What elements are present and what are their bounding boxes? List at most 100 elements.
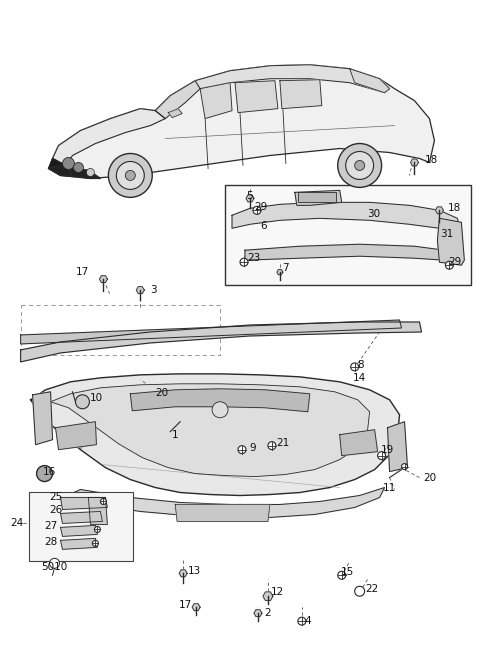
- Text: 4: 4: [304, 616, 311, 626]
- Polygon shape: [50, 384, 370, 477]
- Polygon shape: [60, 512, 102, 523]
- Text: 7: 7: [283, 263, 289, 273]
- Text: 8: 8: [357, 360, 364, 370]
- Polygon shape: [31, 374, 399, 495]
- Polygon shape: [52, 109, 165, 165]
- Text: 16: 16: [43, 467, 56, 477]
- Polygon shape: [60, 525, 97, 536]
- Polygon shape: [192, 603, 200, 611]
- Polygon shape: [195, 64, 390, 92]
- Polygon shape: [437, 218, 464, 265]
- Circle shape: [49, 559, 60, 568]
- Circle shape: [445, 261, 454, 269]
- Circle shape: [240, 258, 248, 266]
- Circle shape: [36, 465, 52, 482]
- Text: 28: 28: [44, 537, 57, 547]
- Circle shape: [355, 161, 365, 171]
- Text: 5: 5: [247, 191, 253, 201]
- Circle shape: [338, 143, 382, 187]
- Polygon shape: [435, 207, 444, 214]
- Circle shape: [355, 587, 365, 596]
- Circle shape: [62, 158, 74, 169]
- Circle shape: [378, 452, 385, 460]
- Polygon shape: [232, 202, 459, 232]
- Polygon shape: [235, 81, 278, 113]
- Text: 9: 9: [250, 443, 256, 452]
- Text: 29: 29: [448, 257, 461, 267]
- Text: 30: 30: [367, 210, 380, 219]
- Circle shape: [108, 154, 152, 197]
- Polygon shape: [56, 422, 96, 450]
- Polygon shape: [246, 195, 254, 202]
- Text: 5010: 5010: [41, 562, 68, 572]
- Circle shape: [116, 161, 144, 189]
- Bar: [225, 186, 471, 285]
- Polygon shape: [175, 505, 270, 521]
- Text: 15: 15: [341, 567, 354, 577]
- Circle shape: [351, 363, 359, 371]
- Circle shape: [346, 152, 373, 180]
- Polygon shape: [88, 497, 108, 525]
- Text: 24: 24: [10, 518, 23, 529]
- Circle shape: [125, 171, 135, 180]
- Text: 29: 29: [254, 202, 267, 212]
- Polygon shape: [410, 159, 419, 166]
- Polygon shape: [21, 320, 402, 344]
- Text: 14: 14: [353, 373, 366, 383]
- Text: 26: 26: [49, 505, 62, 516]
- Text: 10: 10: [90, 393, 103, 403]
- Polygon shape: [168, 109, 182, 118]
- Polygon shape: [60, 497, 108, 510]
- Circle shape: [238, 446, 246, 454]
- Polygon shape: [48, 165, 100, 178]
- Text: 21: 21: [276, 437, 289, 448]
- Bar: [29, 492, 133, 561]
- Polygon shape: [21, 322, 421, 362]
- Text: 22: 22: [365, 584, 378, 594]
- Circle shape: [268, 441, 276, 450]
- Circle shape: [95, 527, 100, 533]
- Polygon shape: [52, 64, 434, 178]
- Text: 11: 11: [383, 482, 396, 493]
- Text: 23: 23: [247, 253, 261, 263]
- Polygon shape: [99, 275, 108, 283]
- Polygon shape: [280, 79, 322, 109]
- Text: 20: 20: [156, 388, 169, 398]
- Text: 18: 18: [424, 156, 438, 165]
- Polygon shape: [33, 392, 52, 445]
- Circle shape: [100, 499, 107, 505]
- Text: 27: 27: [44, 521, 57, 531]
- Bar: [298, 193, 336, 202]
- Text: 3: 3: [150, 285, 156, 295]
- Circle shape: [93, 540, 98, 546]
- Text: 19: 19: [381, 445, 394, 454]
- Polygon shape: [340, 430, 378, 456]
- Polygon shape: [200, 83, 232, 118]
- Text: 17: 17: [76, 267, 89, 277]
- Polygon shape: [60, 538, 97, 549]
- Polygon shape: [350, 69, 390, 92]
- Text: 1: 1: [172, 430, 179, 439]
- Polygon shape: [48, 158, 72, 175]
- Text: 31: 31: [440, 229, 453, 240]
- Polygon shape: [136, 286, 144, 294]
- Polygon shape: [295, 190, 342, 205]
- Polygon shape: [179, 570, 187, 577]
- Polygon shape: [130, 389, 310, 411]
- Polygon shape: [263, 592, 273, 600]
- Circle shape: [75, 395, 89, 409]
- Polygon shape: [245, 244, 444, 260]
- Circle shape: [253, 206, 261, 214]
- Text: 12: 12: [271, 587, 285, 597]
- Circle shape: [298, 617, 306, 625]
- Polygon shape: [62, 488, 384, 518]
- Text: 13: 13: [188, 566, 201, 576]
- Text: 6: 6: [261, 221, 267, 231]
- Text: 20: 20: [423, 473, 437, 482]
- Text: 17: 17: [179, 600, 192, 610]
- Polygon shape: [277, 270, 283, 275]
- Polygon shape: [387, 422, 408, 471]
- Circle shape: [212, 402, 228, 418]
- Text: 25: 25: [49, 492, 62, 501]
- Polygon shape: [155, 81, 200, 118]
